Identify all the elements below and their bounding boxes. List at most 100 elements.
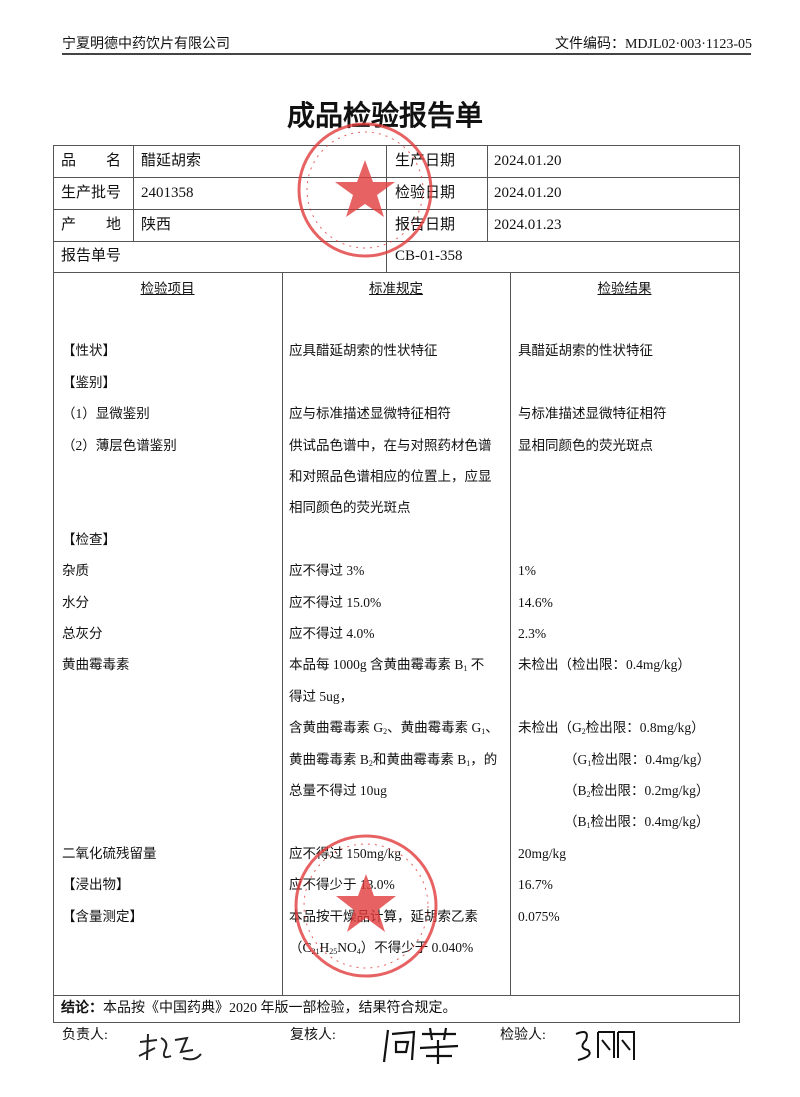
reviewer-label: 复核人: xyxy=(290,1028,336,1043)
row-standard-cell: 相同颜色的荧光斑点 xyxy=(289,500,411,516)
row-item-cell: 黄曲霉毒素 xyxy=(62,657,130,673)
row-standard-cell: 本品按干燥品计算，延胡索乙素 xyxy=(289,908,478,924)
responsible-label: 负责人: xyxy=(62,1028,108,1043)
row-standard-cell: 应不得少于 13.0% xyxy=(289,877,395,893)
column-header-item: 检验项目 xyxy=(140,281,195,296)
row-standard-cell: 和对照品色谱相应的位置上，应显 xyxy=(289,469,492,484)
row-standard-cell: 含黄曲霉毒素 G2、黄曲霉毒素 G1、 xyxy=(289,720,499,737)
row-item-cell: 总灰分 xyxy=(62,626,103,641)
table-rule xyxy=(53,177,739,178)
row-standard-cell: 应不得过 3% xyxy=(289,563,365,579)
subscript: 2 xyxy=(581,727,586,737)
inspector-label: 检验人: xyxy=(500,1028,546,1043)
table-rule xyxy=(53,145,739,146)
row-item-cell: 【含量测定】 xyxy=(62,908,143,924)
production-date-label: 生产日期 xyxy=(395,153,456,169)
row-result-cell: 未检出（G2检出限：0.8mg/kg） xyxy=(518,720,705,737)
subscript: 4 xyxy=(356,947,361,956)
table-rule xyxy=(53,995,739,996)
header-rule xyxy=(62,53,751,55)
row-result-cell: （G1检出限：0.4mg/kg） xyxy=(564,751,711,768)
subscript: 1 xyxy=(466,758,471,768)
test-date-label: 检验日期 xyxy=(395,185,456,201)
conclusion-label: 结论： xyxy=(61,1001,103,1016)
row-standard-cell: 本品每 1000g 含黄曲霉毒素 B1 不 xyxy=(289,657,485,674)
subscript: 2 xyxy=(368,758,373,768)
subscript: 1 xyxy=(463,664,468,674)
subscript: 21 xyxy=(311,947,320,956)
row-result-cell: 16.7% xyxy=(518,877,553,893)
row-item-cell: 【鉴别】 xyxy=(62,374,116,390)
test-date: 2024.01.20 xyxy=(494,185,562,201)
conclusion-text: 本品按《中国药典》2020 年版一部检验，结果符合规定。 xyxy=(103,1001,457,1016)
row-item-cell: （1）显微鉴别 xyxy=(62,406,150,422)
row-standard-cell: 得过 5ug， xyxy=(289,688,354,704)
row-item-cell: 杂质 xyxy=(62,563,89,579)
report-number-label: 报告单号 xyxy=(61,248,122,264)
row-result-cell: 20mg/kg xyxy=(518,845,567,861)
row-result-cell: 具醋延胡索的性状特征 xyxy=(518,343,653,359)
row-result-cell: （B2检出限：0.2mg/kg） xyxy=(564,783,710,799)
report-date: 2024.01.23 xyxy=(494,217,562,233)
table-rule xyxy=(739,145,740,1023)
table-rule xyxy=(133,145,134,241)
table-rule xyxy=(487,145,488,241)
inspector-signature xyxy=(575,1031,635,1061)
row-result-cell: 14.6% xyxy=(518,594,553,610)
reviewer-signature xyxy=(382,1027,459,1064)
table-rule xyxy=(510,272,511,995)
report-number: CB-01-358 xyxy=(395,248,463,264)
subscript: 1 xyxy=(587,758,592,768)
table-rule xyxy=(386,145,387,272)
row-standard-cell: 应不得过 4.0% xyxy=(289,626,375,641)
subscript: 2 xyxy=(586,790,591,799)
origin: 陕西 xyxy=(141,217,172,233)
row-standard-cell: 总量不得过 10ug xyxy=(289,783,387,798)
table-rule xyxy=(53,272,739,273)
responsible-signature xyxy=(138,1033,202,1061)
production-date: 2024.01.20 xyxy=(494,153,562,169)
row-result-cell: 1% xyxy=(518,563,536,579)
row-item-cell: （2）薄层色谱鉴别 xyxy=(62,437,177,453)
company-name: 宁夏明德中药饮片有限公司 xyxy=(62,37,230,52)
subscript: 1 xyxy=(586,821,591,831)
row-result-cell: 未检出（检出限：0.4mg/kg） xyxy=(518,657,691,673)
row-standard-cell: 应不得过 150mg/kg xyxy=(289,845,402,861)
table-rule xyxy=(53,209,739,210)
batch-label: 生产批号 xyxy=(61,185,122,201)
table-rule xyxy=(53,241,739,242)
subscript: 2 xyxy=(383,727,388,737)
row-result-cell: 2.3% xyxy=(518,626,547,641)
row-standard-cell: 应不得过 15.0% xyxy=(289,594,382,610)
table-rule xyxy=(53,1022,739,1023)
row-item-cell: 水分 xyxy=(62,594,89,610)
row-result-cell: 0.075% xyxy=(518,908,560,924)
page-title: 成品检验报告单 xyxy=(286,101,483,132)
batch-number: 2401358 xyxy=(141,185,194,201)
row-item-cell: 【检查】 xyxy=(62,531,116,547)
row-result-cell: 与标准描述显微特征相符 xyxy=(518,406,667,422)
row-standard-cell: 应与标准描述显微特征相符 xyxy=(289,406,451,422)
table-rule xyxy=(282,272,283,995)
row-result-cell: （B1检出限：0.4mg/kg） xyxy=(564,814,710,831)
conclusion: 结论：本品按《中国药典》2020 年版一部检验，结果符合规定。 xyxy=(61,999,457,1019)
document-code: 文件编码：MDJL02·003·1123-05 xyxy=(554,37,752,52)
product-name: 醋延胡索 xyxy=(141,153,202,169)
subscript: 25 xyxy=(329,947,338,956)
row-item-cell: 【性状】 xyxy=(62,343,116,359)
origin-label: 产 地 xyxy=(61,217,122,233)
row-item-cell: 二氧化硫残留量 xyxy=(62,845,157,861)
subscript: 1 xyxy=(481,727,486,737)
table-rule xyxy=(53,145,54,1023)
row-standard-cell: 供试品色谱中，在与对照药材色谱 xyxy=(289,437,492,453)
row-standard-cell: 应具醋延胡索的性状特征 xyxy=(289,343,438,359)
report-date-label: 报告日期 xyxy=(395,217,456,233)
column-header-standard: 标准规定 xyxy=(369,281,423,296)
row-standard-cell: 黄曲霉毒素 B2和黄曲霉毒素 B1，的 xyxy=(289,751,498,768)
column-header-result: 检验结果 xyxy=(597,281,652,296)
row-item-cell: 【浸出物】 xyxy=(62,877,130,893)
row-result-cell: 显相同颜色的荧光斑点 xyxy=(518,437,653,453)
name-label: 品 名 xyxy=(61,153,122,169)
row-standard-cell: （C21H25NO4）不得少于 0.040% xyxy=(289,940,474,956)
